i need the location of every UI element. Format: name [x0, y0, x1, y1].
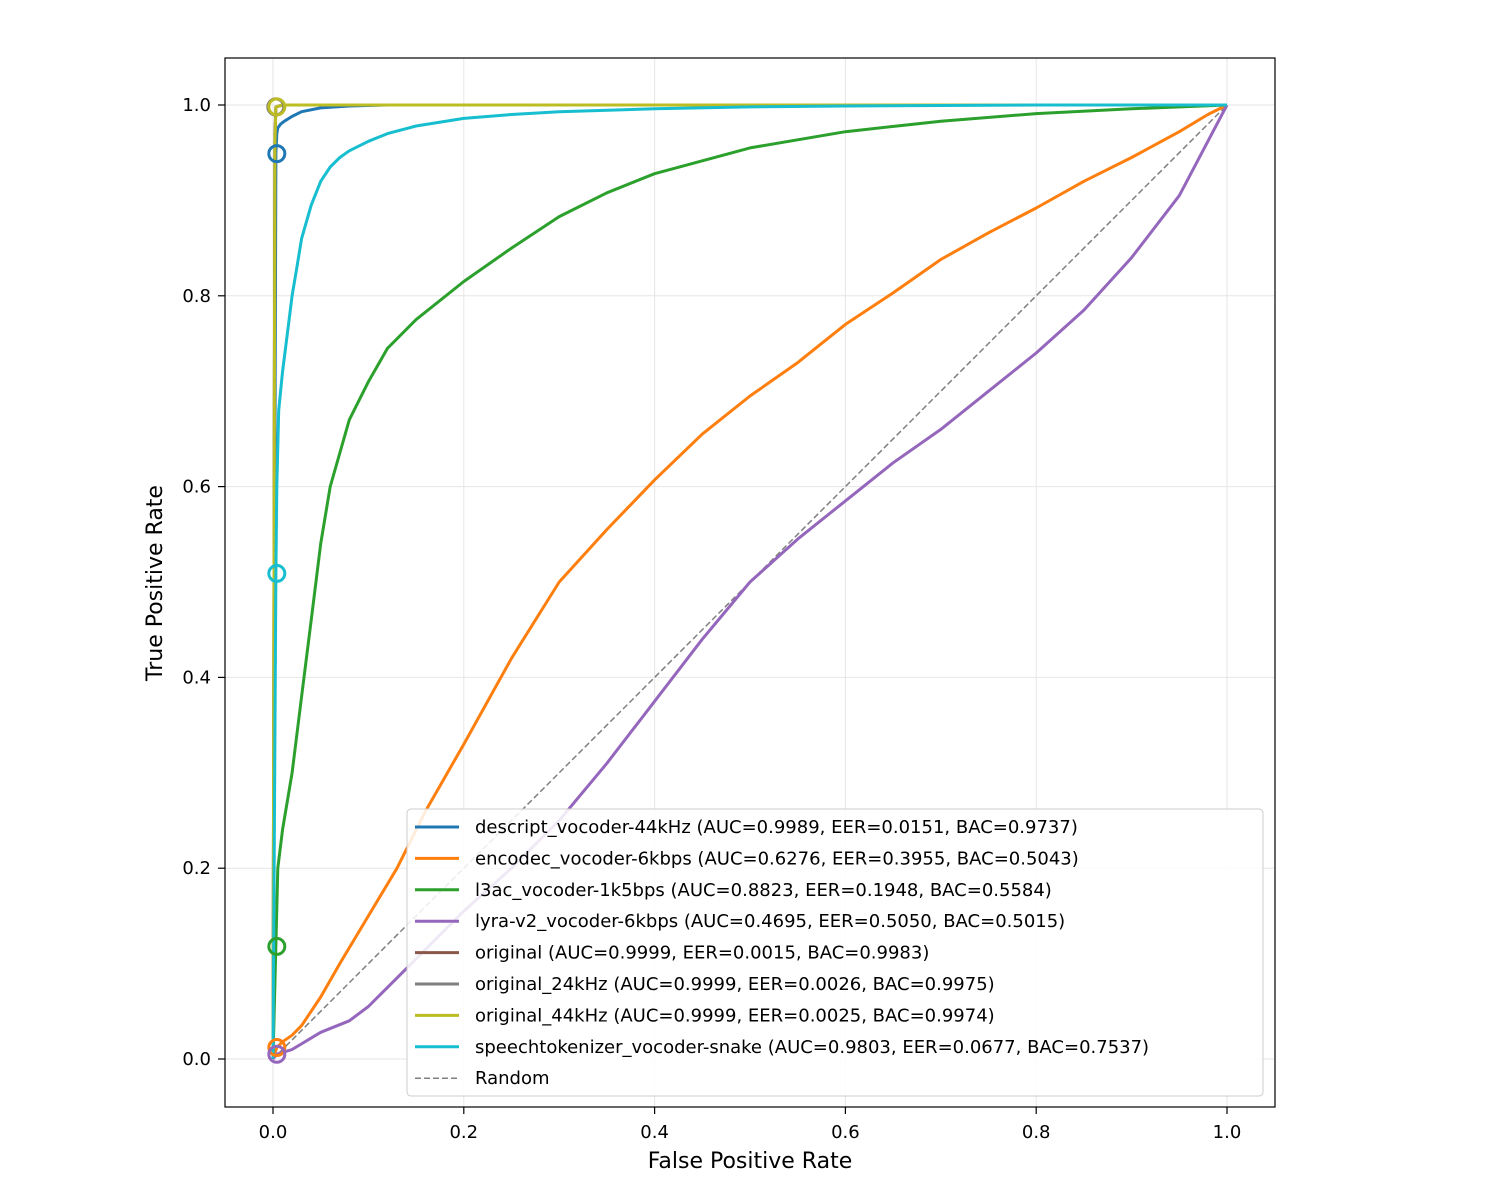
- eer-marker-l3ac-vocoder-1k5bps: [267, 936, 287, 956]
- series-line-speechtokenizer-vocoder-snake: [271, 103, 1227, 1060]
- legend-label-random: Random: [475, 1068, 550, 1089]
- legend-box: [406, 808, 1264, 1097]
- series-line-lyra-v2-vocoder-6kbps: [271, 104, 1229, 1060]
- series-line-l3ac-vocoder-1k5bps: [271, 103, 1228, 1060]
- y-axis-ticks: 0.0 0.2 0.4 0.6 0.8 1.0: [182, 95, 225, 1070]
- eer-marker-speechtokenizer-vocoder-snake: [267, 563, 287, 583]
- grid: [225, 58, 1275, 1107]
- legend-label-original: original (AUC=0.9999, EER=0.0015, BAC=0.…: [475, 943, 929, 964]
- eer-marker-lyra-v2-vocoder-6kbps: [267, 1044, 287, 1064]
- legend-label-original-44khz: original_44kHz (AUC=0.9999, EER=0.0025, …: [475, 1005, 995, 1026]
- legend-label-original-24khz: original_24kHz (AUC=0.9999, EER=0.0026, …: [475, 974, 995, 995]
- x-tick-label: 0.4: [640, 1122, 669, 1143]
- legend: descript_vocoder-44kHz (AUC=0.9989, EER=…: [406, 808, 1264, 1097]
- x-tick-label: 0.2: [449, 1122, 478, 1143]
- legend-label-descript-vocoder-44khz: descript_vocoder-44kHz (AUC=0.9989, EER=…: [475, 817, 1078, 838]
- x-tick-label: 0.6: [831, 1122, 860, 1143]
- legend-label-l3ac-vocoder-1k5bps: l3ac_vocoder-1k5bps (AUC=0.8823, EER=0.1…: [475, 880, 1052, 901]
- y-tick-label: 1.0: [182, 95, 211, 116]
- y-axis-label: True Positive Rate: [143, 485, 168, 682]
- eer-markers: [266, 97, 287, 1064]
- legend-label-lyra-v2-vocoder-6kbps: lyra-v2_vocoder-6kbps (AUC=0.4695, EER=0…: [475, 911, 1065, 932]
- axes-frame: [224, 57, 1276, 1108]
- y-tick-label: 0.0: [182, 1049, 211, 1070]
- eer-marker-descript-vocoder-44khz: [267, 144, 287, 164]
- legend-label-speechtokenizer-vocoder-snake: speechtokenizer_vocoder-snake (AUC=0.980…: [475, 1037, 1149, 1058]
- y-tick-label: 0.6: [182, 477, 211, 498]
- x-tick-label: 0.8: [1022, 1122, 1051, 1143]
- x-tick-label: 0.0: [259, 1122, 288, 1143]
- legend-label-encodec-vocoder-6kbps: encodec_vocoder-6kbps (AUC=0.6276, EER=0…: [475, 848, 1079, 869]
- x-axis-label: False Positive Rate: [648, 1149, 852, 1174]
- x-axis-ticks: 0.0 0.2 0.4 0.6 0.8 1.0: [259, 1107, 1242, 1143]
- series-line-encodec-vocoder-6kbps: [271, 103, 1228, 1060]
- y-tick-label: 0.4: [182, 667, 211, 688]
- y-tick-label: 0.8: [182, 286, 211, 307]
- x-tick-label: 1.0: [1213, 1122, 1242, 1143]
- eer-marker-original-44khz: [267, 97, 287, 117]
- y-tick-label: 0.2: [182, 858, 211, 879]
- eer-marker-encodec-vocoder-6kbps: [267, 1038, 287, 1058]
